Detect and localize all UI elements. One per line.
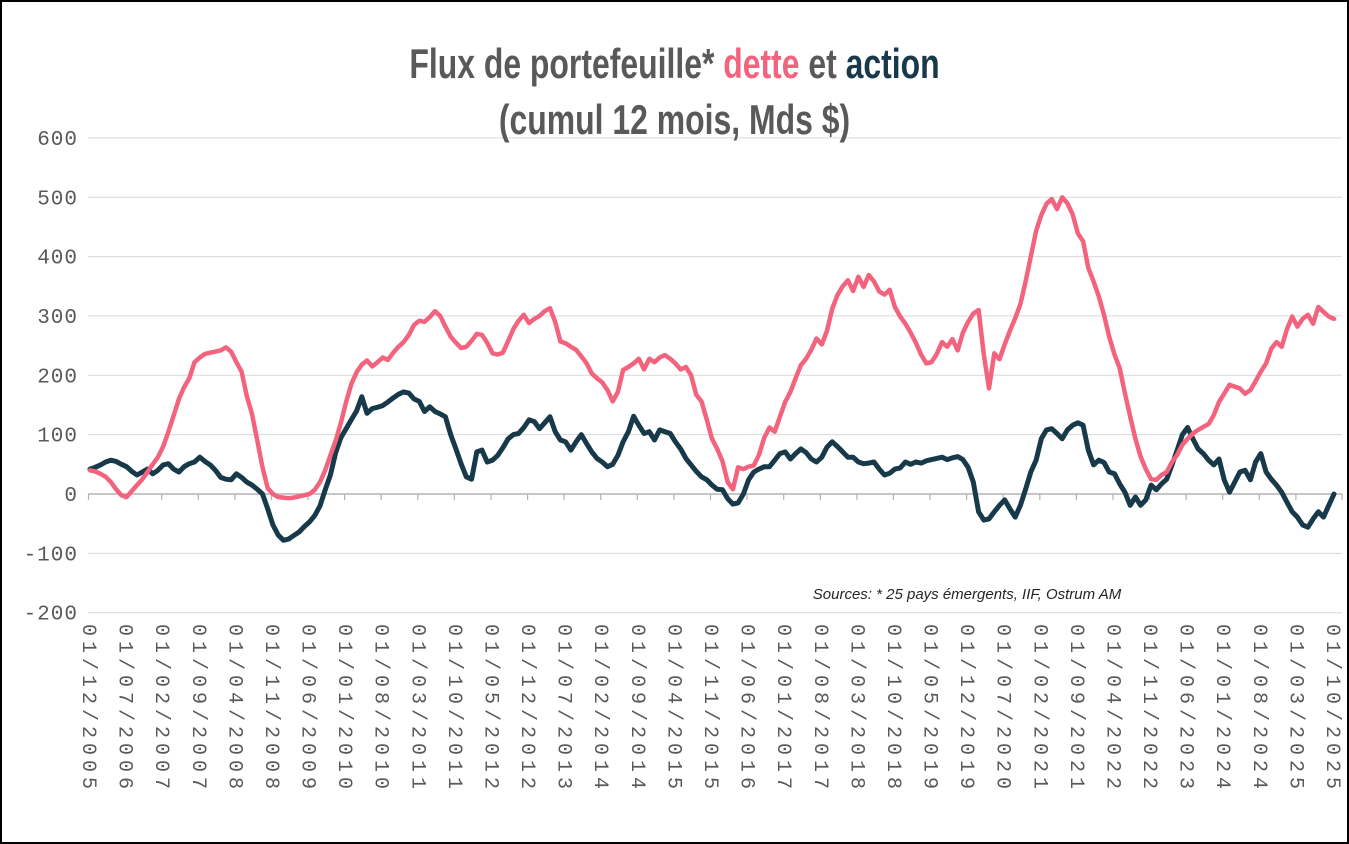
title-segment: et xyxy=(799,40,846,87)
x-axis-label: 01/08/2024 xyxy=(1247,624,1270,794)
x-axis-label: 01/08/2010 xyxy=(369,624,392,794)
x-axis-label: 01/03/2011 xyxy=(405,624,428,794)
source-note: Sources: * 25 pays émergents, IIF, Ostru… xyxy=(812,586,1122,603)
y-axis-label: 500 xyxy=(37,188,78,211)
x-axis-label: 01/10/2011 xyxy=(442,624,465,794)
x-axis-label: 01/09/2021 xyxy=(1064,624,1087,794)
x-axis-label: 01/11/2008 xyxy=(259,624,282,794)
x-axis-label: 01/09/2014 xyxy=(625,624,648,794)
x-axis-label: 01/06/2009 xyxy=(296,624,319,794)
y-axis-label: -100 xyxy=(24,544,78,567)
chart-title-block: Flux de portefeuille* dette et action (c… xyxy=(163,36,1185,148)
x-axis-label: 01/01/2010 xyxy=(332,624,355,794)
y-axis-label: 200 xyxy=(37,366,78,389)
y-axis-label: 0 xyxy=(64,485,78,508)
x-axis-label: 01/02/2007 xyxy=(149,624,172,794)
y-axis-label: 400 xyxy=(37,248,78,271)
chart-title: Flux de portefeuille* dette et action xyxy=(163,36,1185,92)
title-segment: action xyxy=(845,40,940,87)
x-axis-label: 01/05/2012 xyxy=(479,624,502,794)
x-axis-label: 01/04/2015 xyxy=(661,624,684,794)
x-axis-label: 01/12/2005 xyxy=(76,624,99,794)
series-line-action xyxy=(87,389,1337,543)
x-axis-label: 01/08/2017 xyxy=(808,624,831,794)
x-axis-label: 01/09/2007 xyxy=(186,624,209,794)
x-axis-label: 01/11/2015 xyxy=(698,624,721,794)
x-axis-label: 01/04/2008 xyxy=(222,624,245,794)
x-axis-label: 01/03/2025 xyxy=(1283,624,1306,794)
x-axis-label: 01/03/2018 xyxy=(844,624,867,794)
series-line-dette xyxy=(87,195,1337,501)
y-axis-label: 600 xyxy=(37,129,78,152)
x-axis-label: 01/12/2012 xyxy=(515,624,538,794)
x-axis-label: 01/11/2022 xyxy=(1137,624,1160,794)
x-axis-label: 01/06/2016 xyxy=(735,624,758,794)
title-segment: dette xyxy=(723,40,800,87)
x-axis-label: 01/10/2025 xyxy=(1320,624,1343,794)
y-axis-label: 100 xyxy=(37,426,78,449)
x-axis-label: 01/07/2020 xyxy=(991,624,1014,794)
x-axis-label: 01/01/2017 xyxy=(771,624,794,794)
x-axis-label: 01/07/2013 xyxy=(552,624,575,794)
x-axis-label: 01/06/2023 xyxy=(1174,624,1197,794)
y-axis-label: -200 xyxy=(24,604,78,627)
x-axis-label: 01/05/2019 xyxy=(918,624,941,794)
x-axis-label: 01/07/2006 xyxy=(113,624,136,794)
x-axis-label: 01/02/2014 xyxy=(588,624,611,794)
y-axis-label: 300 xyxy=(37,307,78,330)
title-segment: Flux de portefeuille* xyxy=(409,40,724,87)
x-axis-label: 01/01/2024 xyxy=(1210,624,1233,794)
x-axis-label: 01/10/2018 xyxy=(881,624,904,794)
x-axis-label: 01/04/2022 xyxy=(1101,624,1124,794)
chart-subtitle: (cumul 12 mois, Mds $) xyxy=(498,96,851,143)
x-axis-label: 01/12/2019 xyxy=(954,624,977,794)
x-axis-label: 01/02/2021 xyxy=(1027,624,1050,794)
